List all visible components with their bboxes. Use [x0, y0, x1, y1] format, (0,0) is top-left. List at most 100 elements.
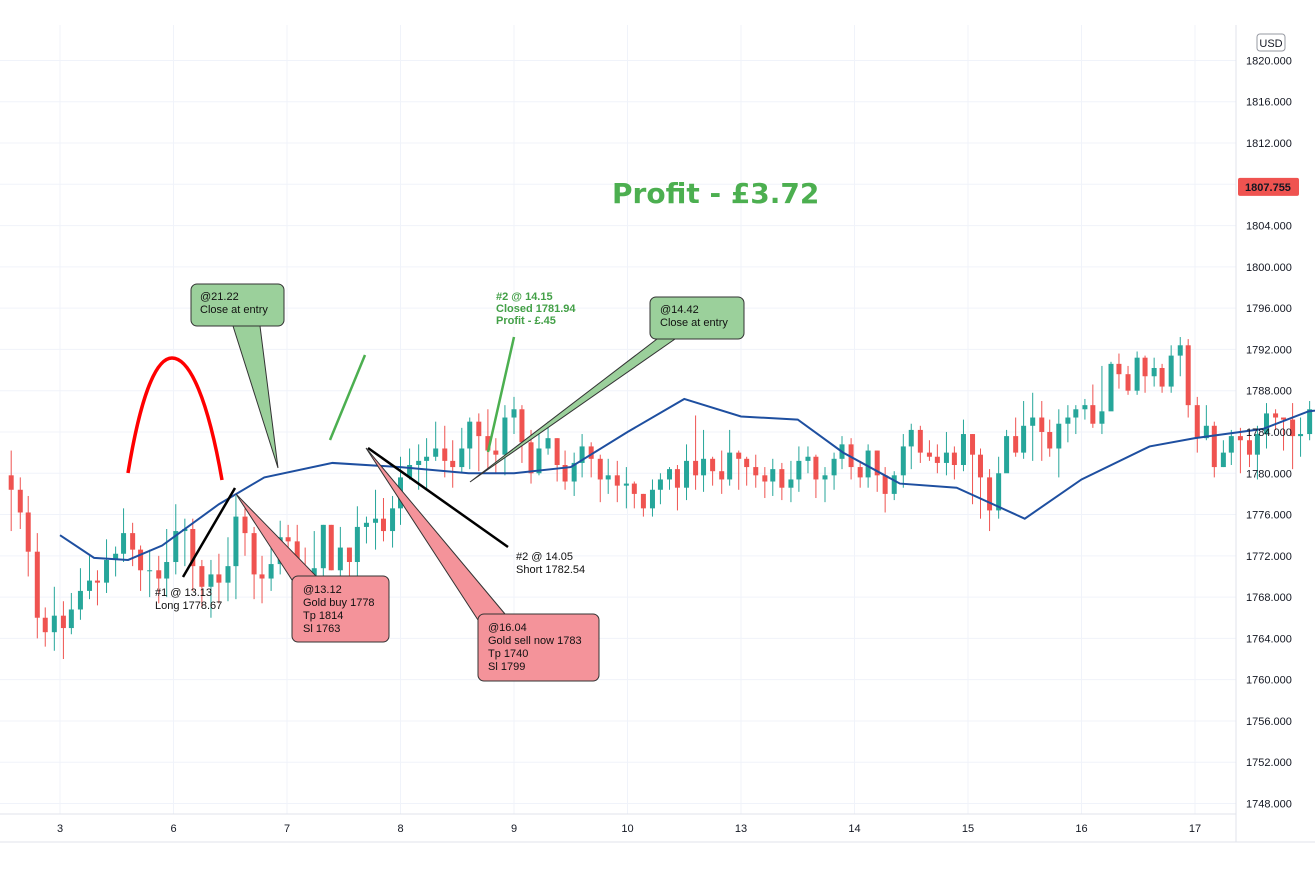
candle-down — [554, 438, 560, 482]
candle-body — [1108, 363, 1114, 412]
trade-1-label: #1 @ 13.13 — [155, 587, 212, 599]
candle-up — [1298, 417, 1304, 457]
x-tick-label: 3 — [57, 823, 63, 835]
candle-body — [908, 429, 914, 447]
candle-body — [42, 617, 48, 633]
candle-body — [8, 475, 14, 490]
currency-button[interactable]: USD — [1256, 33, 1286, 52]
candle-body — [511, 409, 517, 418]
candle-body — [1159, 367, 1165, 387]
trade-1-arrow — [181, 487, 237, 578]
candle-up — [416, 444, 422, 490]
candle-down — [450, 440, 456, 488]
candle-up — [649, 479, 655, 517]
candle-body — [579, 446, 585, 463]
candle-up — [1254, 425, 1260, 480]
candle-body — [1151, 367, 1157, 377]
candle-body — [216, 574, 222, 583]
candle-body — [259, 574, 265, 579]
candle-body — [1134, 357, 1140, 391]
candle-up — [1099, 365, 1105, 435]
candle-up — [960, 419, 966, 472]
candle-body — [631, 483, 637, 494]
candle-up — [579, 434, 585, 478]
candle-down — [736, 450, 742, 490]
candle-body — [1065, 417, 1071, 424]
candle-body — [208, 574, 214, 587]
candle-body — [51, 615, 57, 633]
candle-up — [788, 460, 794, 503]
candle-body — [34, 551, 40, 618]
trade-1-label: Long 1778.67 — [155, 600, 222, 612]
candle-up — [424, 438, 430, 490]
time-axis[interactable]: 3 6 7 8 9 10 13 14 15 16 17 — [57, 823, 1201, 835]
candle-down — [857, 460, 863, 488]
candle-body — [354, 526, 360, 563]
candle-up — [727, 429, 733, 486]
candle-down — [25, 495, 31, 577]
y-tick-label: 1756.000 — [1246, 716, 1292, 728]
candle-body — [926, 452, 932, 457]
candle-body — [1004, 436, 1010, 474]
candle-down — [1116, 353, 1122, 389]
candle-down — [190, 518, 196, 591]
candle-up — [822, 467, 828, 503]
candle-body — [77, 590, 83, 610]
candle-up — [1073, 405, 1079, 435]
y-tick-label: 1748.000 — [1246, 799, 1292, 811]
candle-down — [42, 607, 48, 647]
candle-down — [259, 555, 265, 604]
y-tick-label: 1804.000 — [1246, 221, 1292, 233]
candle-body — [917, 429, 923, 453]
candle-body — [225, 566, 231, 583]
candle-body — [1168, 355, 1174, 387]
profit-headline: Profit - £3.72 — [612, 177, 819, 210]
candle-body — [285, 537, 291, 542]
candle-down — [1194, 396, 1200, 453]
candle-body — [60, 615, 66, 629]
candle-body — [1264, 413, 1270, 435]
candle-up — [104, 539, 110, 593]
candle-body — [882, 475, 888, 494]
candle-body — [390, 508, 396, 532]
candle-up — [87, 555, 93, 600]
candle-down — [380, 498, 386, 542]
candle-body — [346, 547, 352, 563]
candle-body — [684, 460, 690, 488]
candle-down — [674, 465, 680, 511]
x-tick-label: 7 — [284, 823, 290, 835]
candle-down — [1142, 355, 1148, 393]
candle-up — [796, 446, 802, 492]
last-price-badge: 1807.755 — [1238, 177, 1299, 196]
candle-up — [233, 495, 239, 600]
candle-down — [1047, 419, 1053, 457]
candle-up — [1056, 409, 1062, 478]
last-price-label: 1807.755 — [1245, 182, 1291, 194]
candle-body — [900, 446, 906, 476]
candle-body — [762, 475, 768, 482]
candle-down — [493, 438, 499, 474]
callout-close-14-42: @14.42 Close at entry — [469, 296, 745, 483]
price-axis[interactable]: 1820.0001816.0001812.0001808.0001804.000… — [1246, 55, 1292, 810]
candle-up — [1203, 405, 1209, 441]
candle-body — [874, 450, 880, 476]
candle-body — [831, 458, 837, 476]
candle-body — [536, 448, 542, 474]
candle-body — [242, 516, 248, 534]
candle-down — [1090, 384, 1096, 428]
candle-body — [1307, 409, 1313, 435]
candle-body — [996, 473, 1002, 511]
x-tick-label: 8 — [397, 823, 403, 835]
candle-body — [320, 524, 326, 569]
candle-up — [900, 434, 906, 488]
candle-up — [605, 458, 611, 494]
candle-body — [407, 465, 413, 478]
trade-2-closed-label: Profit - £.45 — [496, 315, 556, 327]
candle-down — [1246, 429, 1252, 468]
candle-body — [121, 533, 127, 554]
candle-down — [328, 524, 334, 571]
candle-body — [485, 436, 491, 451]
candle-body — [1125, 374, 1131, 391]
candle-body — [943, 452, 949, 463]
